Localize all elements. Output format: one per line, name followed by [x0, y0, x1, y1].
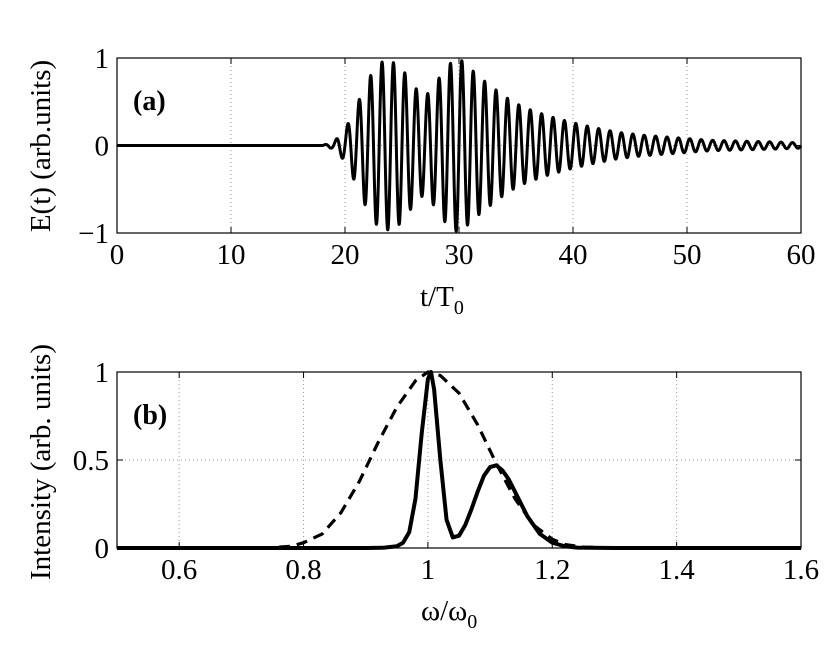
x-tick-label-b: 0.6	[161, 554, 197, 586]
panel-label-b: (b)	[133, 400, 167, 431]
series-a-field-line	[115, 59, 803, 233]
y-tick-label-a: 1	[95, 43, 110, 75]
y-tick-label-a: 0	[95, 131, 110, 163]
ticks-a: 0 10 20 30 40 50 60−101	[78, 43, 815, 271]
series-b-dashed-line	[117, 370, 801, 550]
x-tick-label-a: 0	[110, 239, 125, 271]
x-tick-label-a: 60	[787, 239, 816, 271]
x-tick-label-a: 10	[217, 239, 246, 271]
x-axis-label-a-sub: 0	[454, 297, 464, 319]
series-b-solid-line	[117, 370, 801, 550]
x-tick-label-b: 1.4	[659, 554, 696, 586]
x-tick-label-a: 50	[673, 239, 702, 271]
x-axis-label-a-main: t/T	[420, 281, 454, 313]
x-tick-label-a: 40	[559, 239, 588, 271]
x-tick-label-a: 20	[331, 239, 360, 271]
y-tick-label-a: −1	[78, 218, 109, 250]
x-axis-label-b-sub: 0	[467, 611, 477, 633]
x-axis-label-a: t/T0	[420, 281, 464, 319]
x-tick-label-b: 1.2	[534, 554, 570, 586]
x-tick-label-b: 1	[421, 554, 436, 586]
x-tick-label-b: 1.6	[783, 554, 819, 586]
y-tick-label-b: 1	[95, 357, 110, 389]
y-axis-label-a: E(t) (arb.units)	[25, 60, 57, 232]
x-tick-label-a: 30	[445, 239, 474, 271]
panel-b: 0.6 0.8 1 1.2 1.4 1.600.51 (b) ω/ω0 Intensity…	[25, 344, 819, 633]
x-axis-label-b: ω/ω0	[421, 595, 477, 633]
y-tick-label-b: 0.5	[73, 445, 109, 477]
axes-frame-b	[116, 371, 802, 549]
panel-label-a: (a)	[133, 86, 166, 117]
y-axis-label-b: Intensity (arb. units)	[25, 344, 57, 580]
grid-b	[117, 372, 801, 548]
x-axis-label-b-main: ω/ω	[421, 595, 467, 627]
ticks-b: 0.6 0.8 1 1.2 1.4 1.6 0 0.5 1	[73, 357, 819, 586]
panel-a: 0 10 20 30 40 50 60−101 (a) t/T0 E(t) (arb.uni…	[25, 43, 816, 319]
x-tick-label-b: 0.8	[285, 554, 321, 586]
y-tick-label-b: 0	[95, 533, 110, 565]
